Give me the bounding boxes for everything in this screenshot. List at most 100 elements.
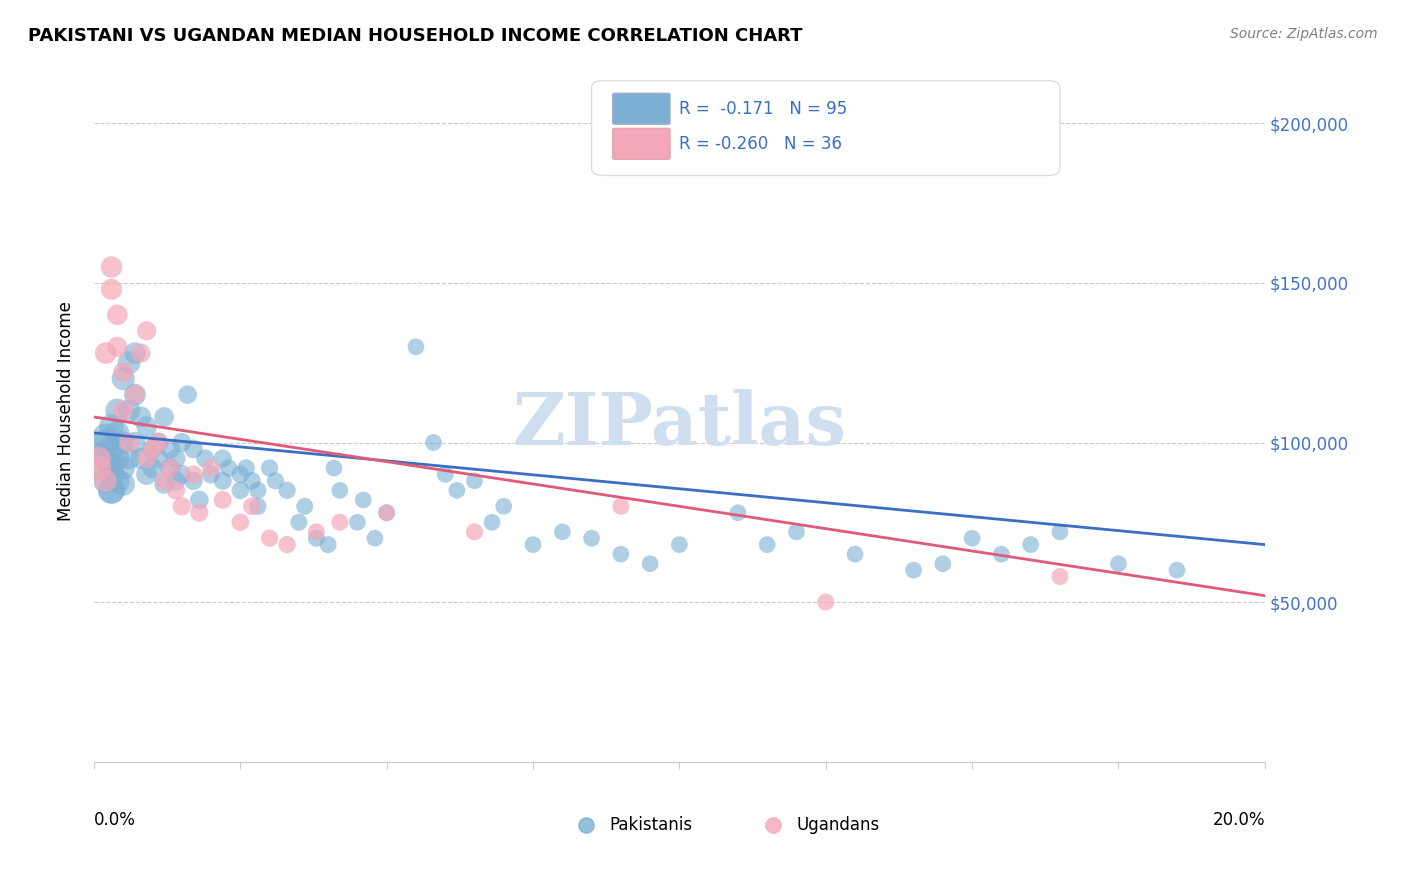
Point (94, 474, 117, 488)
Point (463, 474, 485, 488)
Point (1049, 569, 1071, 583)
Point (118, 403, 141, 417)
Point (434, 467, 457, 482)
Point (100, 483, 122, 498)
Point (89, 461, 111, 475)
Point (94, 346, 117, 360)
Point (229, 467, 252, 482)
Point (375, 506, 398, 520)
Point (100, 282, 122, 296)
Point (129, 451, 152, 466)
Point (100, 260, 122, 274)
Point (229, 516, 252, 530)
Point (785, 524, 807, 539)
Point (118, 435, 141, 450)
Point (581, 531, 603, 545)
Point (100, 458, 122, 472)
Text: ZIPatlas: ZIPatlas (512, 389, 846, 460)
Point (329, 483, 352, 498)
FancyBboxPatch shape (613, 94, 671, 124)
Point (229, 483, 252, 498)
Text: Pakistanis: Pakistanis (609, 816, 692, 834)
FancyBboxPatch shape (592, 80, 1060, 176)
Point (240, 474, 263, 488)
Point (481, 516, 503, 530)
Text: PAKISTANI VS UGANDAN MEDIAN HOUSEHOLD INCOME CORRELATION CHART: PAKISTANI VS UGANDAN MEDIAN HOUSEHOLD IN… (28, 27, 803, 45)
Point (112, 435, 135, 450)
Point (446, 483, 468, 498)
Point (159, 461, 181, 475)
Point (148, 435, 170, 450)
Point (932, 557, 955, 571)
Point (183, 467, 205, 482)
Point (305, 524, 328, 539)
Y-axis label: Median Household Income: Median Household Income (58, 301, 75, 521)
Point (129, 346, 152, 360)
Point (668, 538, 690, 552)
Point (183, 474, 205, 488)
Point (100, 483, 122, 498)
Point (1019, 538, 1042, 552)
Point (165, 451, 187, 466)
Point (1107, 557, 1129, 571)
Point (170, 467, 193, 482)
Point (1049, 524, 1071, 539)
Point (211, 492, 233, 507)
Point (135, 451, 157, 466)
Point (159, 442, 181, 456)
Point (129, 409, 152, 424)
Point (153, 474, 176, 488)
Point (112, 403, 135, 417)
Point (990, 547, 1012, 561)
Text: R = -0.260   N = 36: R = -0.260 N = 36 (679, 135, 842, 153)
Text: Source: ZipAtlas.com: Source: ZipAtlas.com (1230, 27, 1378, 41)
Point (188, 492, 211, 507)
Point (105, 340, 128, 354)
Point (94, 435, 117, 450)
Point (375, 506, 398, 520)
Point (105, 403, 128, 417)
Point (118, 356, 141, 370)
Point (903, 563, 925, 577)
Point (141, 442, 163, 456)
Point (148, 435, 170, 450)
Point (756, 538, 779, 552)
Point (170, 435, 193, 450)
Point (100, 419, 122, 434)
Point (288, 516, 311, 530)
Point (960, 531, 983, 545)
Point (727, 506, 749, 520)
Text: Ugandans: Ugandans (796, 816, 880, 834)
Point (346, 516, 368, 530)
Point (170, 500, 193, 514)
Point (165, 474, 187, 488)
Point (153, 477, 176, 491)
Point (211, 451, 233, 466)
Point (844, 547, 866, 561)
Point (112, 365, 135, 379)
Point (240, 500, 263, 514)
Point (148, 451, 170, 466)
FancyBboxPatch shape (613, 128, 671, 160)
Point (100, 467, 122, 482)
Point (94, 429, 117, 443)
Point (124, 387, 146, 401)
Point (422, 435, 444, 450)
Point (522, 538, 544, 552)
Point (188, 506, 211, 520)
Text: 20.0%: 20.0% (1212, 811, 1265, 829)
Point (463, 524, 485, 539)
Point (323, 461, 346, 475)
Point (89, 461, 111, 475)
Point (259, 531, 281, 545)
Point (218, 461, 240, 475)
Point (112, 477, 135, 491)
Point (124, 435, 146, 450)
Point (305, 531, 328, 545)
Point (235, 461, 257, 475)
Point (492, 500, 515, 514)
Point (105, 451, 128, 466)
Point (246, 483, 269, 498)
Point (200, 467, 222, 482)
Point (200, 461, 222, 475)
